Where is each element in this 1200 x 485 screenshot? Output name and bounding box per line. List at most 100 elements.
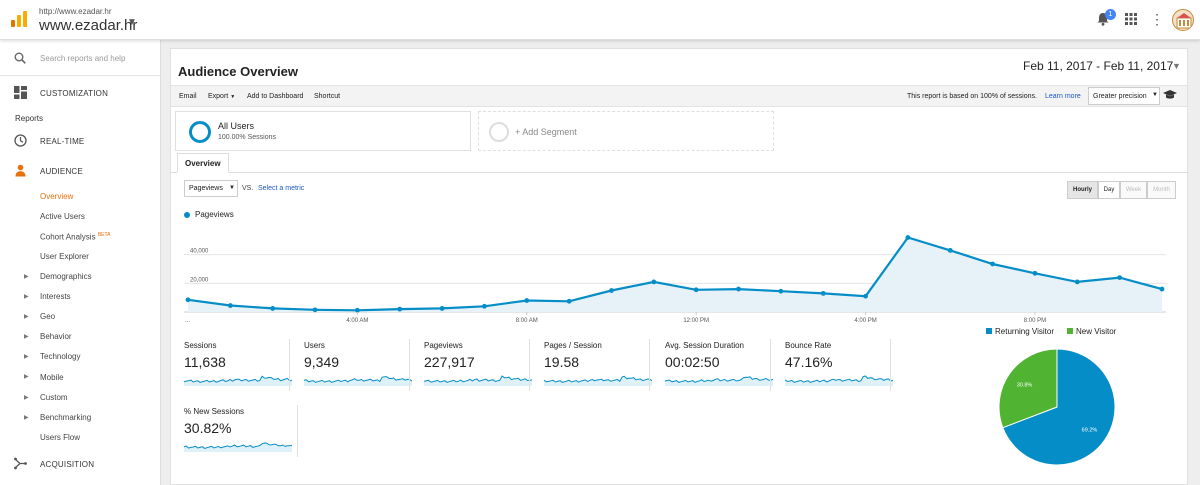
sidebar-item-demographics[interactable]: Demographics — [40, 272, 92, 281]
apps-grid-icon[interactable] — [1125, 13, 1137, 25]
expand-arrow-icon[interactable]: ▶ — [24, 274, 29, 280]
search-box[interactable]: Search reports and help — [0, 40, 161, 76]
sidebar-item-benchmarking[interactable]: Benchmarking — [40, 413, 92, 422]
expand-arrow-icon[interactable]: ▶ — [24, 395, 29, 401]
data-point[interactable] — [820, 290, 826, 296]
data-point[interactable] — [905, 235, 911, 240]
legend-swatch — [986, 328, 992, 334]
metric-name: Pages / Session — [544, 341, 602, 350]
pie-slice-new[interactable] — [998, 348, 1058, 429]
empty-segment-icon — [489, 122, 509, 142]
y-tick-label: 20,000 — [190, 277, 209, 283]
metric-divider — [649, 339, 650, 391]
add-segment-button[interactable]: + Add Segment — [478, 111, 774, 151]
sidebar-item-mobile[interactable]: Mobile — [40, 373, 64, 382]
data-point[interactable] — [1074, 279, 1080, 285]
data-point[interactable] — [863, 293, 868, 299]
data-point[interactable] — [566, 298, 572, 304]
expand-arrow-icon[interactable]: ▶ — [24, 314, 29, 320]
sidebar-item-geo[interactable]: Geo — [40, 312, 56, 321]
sidebar-item-technology[interactable]: Technology — [40, 352, 81, 361]
metric-bounce-rate[interactable]: Bounce Rate 47.16% — [785, 339, 903, 395]
learn-more-link[interactable]: Learn more — [1045, 93, 1081, 100]
graduation-cap-icon[interactable] — [1163, 89, 1177, 101]
data-point[interactable] — [524, 298, 530, 303]
sidebar-item-active-users[interactable]: Active Users — [40, 212, 85, 221]
sidebar-item-custom[interactable]: Custom — [40, 393, 68, 402]
metric-selector[interactable]: Pageviews ▼ — [184, 180, 238, 197]
metric-avg-session-duration[interactable]: Avg. Session Duration 00:02:50 — [665, 339, 783, 395]
sidebar-item-acquisition[interactable]: ACQUISITION — [0, 451, 161, 477]
granularity-week[interactable]: Week — [1120, 181, 1147, 199]
caret-down-icon[interactable]: ▼ — [127, 17, 137, 28]
sidebar-item-interests[interactable]: Interests — [40, 292, 71, 301]
caret-down-icon[interactable]: ▼ — [1172, 61, 1181, 71]
sidebar-item-user-explorer[interactable]: User Explorer — [40, 252, 89, 261]
segment-all-users[interactable]: All Users 100.00% Sessions — [175, 111, 471, 151]
data-point[interactable] — [439, 306, 445, 311]
date-range-picker[interactable]: Feb 11, 2017 - Feb 11, 2017 — [1023, 59, 1174, 73]
metric-new-sessions[interactable]: % New Sessions 30.82% — [184, 405, 302, 461]
granularity-month[interactable]: Month — [1147, 181, 1176, 199]
data-point[interactable] — [354, 307, 360, 313]
data-point[interactable] — [482, 303, 487, 309]
pie-slice-returning[interactable] — [1002, 348, 1116, 466]
expand-arrow-icon[interactable]: ▶ — [24, 374, 29, 380]
legend-marker — [184, 212, 190, 218]
granularity-hourly[interactable]: Hourly — [1067, 181, 1098, 199]
sidebar-item-audience[interactable]: AUDIENCE — [0, 158, 161, 184]
data-point[interactable] — [609, 288, 614, 293]
precision-select[interactable]: Greater precision ▼ — [1088, 87, 1160, 105]
expand-arrow-icon[interactable]: ▶ — [24, 334, 29, 340]
export-button[interactable]: Export ▼ — [208, 93, 235, 100]
visitor-pie-chart[interactable]: 69.2% 30.8% — [997, 347, 1117, 467]
data-point[interactable] — [693, 287, 699, 293]
metric-pageviews[interactable]: Pageviews 227,917 — [424, 339, 542, 395]
data-point[interactable] — [397, 306, 403, 312]
sidebar-item-customization[interactable]: CUSTOMIZATION — [0, 80, 161, 106]
expand-arrow-icon[interactable]: ▶ — [24, 354, 29, 360]
data-point[interactable] — [651, 279, 657, 285]
data-point[interactable] — [1117, 275, 1123, 280]
expand-arrow-icon[interactable]: ▶ — [24, 294, 29, 300]
sidebar-item-cohort-analysis[interactable]: Cohort Analysis BETA — [40, 232, 111, 242]
series-line — [187, 236, 1163, 312]
sparkline-line — [665, 376, 773, 383]
metric-divider — [409, 339, 410, 391]
sparkline-area — [304, 376, 412, 386]
sidebar-item-overview[interactable]: Overview — [40, 192, 74, 201]
email-button[interactable]: Email — [179, 93, 197, 100]
data-point[interactable] — [1159, 286, 1165, 292]
caret-down-icon: ▼ — [1152, 92, 1158, 98]
legend-label: Pageviews — [195, 210, 234, 219]
sidebar-item-behavior[interactable]: Behavior — [40, 332, 72, 341]
tab-overview[interactable]: Overview — [177, 153, 229, 173]
metric-pages-session[interactable]: Pages / Session 19.58 — [544, 339, 662, 395]
add-to-dashboard-button[interactable]: Add to Dashboard — [247, 93, 304, 100]
data-point[interactable] — [312, 307, 318, 313]
data-point[interactable] — [227, 303, 233, 308]
data-point[interactable] — [990, 261, 996, 267]
shortcut-button[interactable]: Shortcut — [314, 93, 341, 100]
search-input[interactable]: Search reports and help — [40, 54, 126, 63]
data-point[interactable] — [270, 306, 276, 311]
sidebar-item-realtime[interactable]: REAL-TIME — [0, 128, 161, 154]
sparkline-line — [184, 375, 292, 383]
avatar[interactable] — [1172, 9, 1194, 31]
pageviews-chart[interactable]: 40,000 20,000... 4:00 AM 8:00 AM 12:00 PM 4:0… — [184, 224, 1166, 324]
data-point[interactable] — [947, 247, 953, 253]
metric-value: 11,638 — [184, 354, 226, 370]
granularity-day[interactable]: Day — [1098, 181, 1120, 199]
data-point[interactable] — [1032, 270, 1038, 276]
metric-sessions[interactable]: Sessions 11,638 — [184, 339, 302, 395]
metric-users[interactable]: Users 9,349 — [304, 339, 422, 395]
analytics-logo-icon[interactable] — [10, 10, 28, 28]
property-selector[interactable]: www.ezadar.hr — [39, 17, 138, 34]
data-point[interactable] — [736, 286, 741, 292]
select-metric-link[interactable]: Select a metric — [258, 185, 305, 192]
expand-arrow-icon[interactable]: ▶ — [24, 415, 29, 421]
more-vert-icon[interactable]: ⋮ — [1150, 11, 1164, 27]
sidebar-item-users-flow[interactable]: Users Flow — [40, 433, 81, 442]
data-point[interactable] — [778, 288, 784, 294]
data-point[interactable] — [185, 297, 191, 303]
